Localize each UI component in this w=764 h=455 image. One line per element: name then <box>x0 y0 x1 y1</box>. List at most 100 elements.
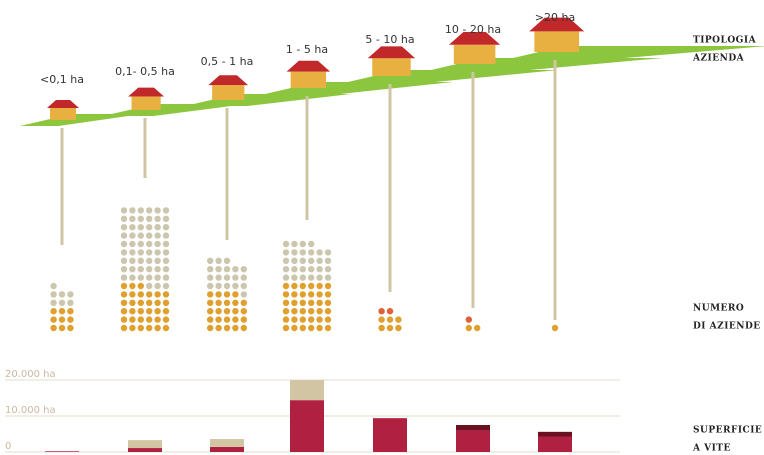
dot <box>121 300 127 306</box>
dot <box>154 232 160 238</box>
side-label: AZIENDA <box>692 54 745 64</box>
dot <box>121 258 127 264</box>
dot <box>121 283 127 289</box>
dot <box>146 266 152 272</box>
dot <box>50 291 56 297</box>
dot <box>325 291 331 297</box>
dot <box>154 316 160 322</box>
house-roof <box>287 61 331 72</box>
dot <box>121 291 127 297</box>
dot <box>207 308 213 314</box>
dot <box>121 249 127 255</box>
dot <box>300 316 306 322</box>
dot <box>129 216 135 222</box>
dot <box>138 316 144 322</box>
dot <box>129 249 135 255</box>
dot <box>138 249 144 255</box>
dot <box>224 274 230 280</box>
category-label: >20 ha <box>535 11 575 24</box>
dot <box>146 291 152 297</box>
dot <box>138 266 144 272</box>
dot <box>325 325 331 331</box>
dot <box>67 316 73 322</box>
dot <box>241 325 247 331</box>
dot <box>138 325 144 331</box>
dot <box>138 300 144 306</box>
dot <box>316 316 322 322</box>
dot <box>138 207 144 213</box>
dot <box>207 266 213 272</box>
dot <box>154 258 160 264</box>
dot <box>154 274 160 280</box>
dot <box>163 232 169 238</box>
dot <box>300 258 306 264</box>
dot <box>232 266 238 272</box>
dot <box>378 316 384 322</box>
dot <box>138 283 144 289</box>
dot <box>59 300 65 306</box>
dot <box>291 291 297 297</box>
dot <box>163 291 169 297</box>
dot <box>283 325 289 331</box>
dot <box>308 308 314 314</box>
dot <box>224 283 230 289</box>
dot <box>146 249 152 255</box>
house-wall <box>534 31 579 52</box>
dot <box>283 266 289 272</box>
dot <box>291 316 297 322</box>
dot <box>50 308 56 314</box>
dot <box>474 325 480 331</box>
dot <box>316 325 322 331</box>
dot <box>146 316 152 322</box>
dot <box>121 241 127 247</box>
dot <box>224 300 230 306</box>
dot <box>241 266 247 272</box>
dot <box>146 241 152 247</box>
dot <box>50 300 56 306</box>
dot <box>300 291 306 297</box>
dot <box>50 325 56 331</box>
dot-group <box>50 283 73 306</box>
dot <box>215 316 221 322</box>
dot <box>387 325 393 331</box>
dot <box>283 241 289 247</box>
bar-segment <box>210 439 244 447</box>
dot <box>300 300 306 306</box>
dot <box>215 274 221 280</box>
dot <box>325 316 331 322</box>
dot <box>207 325 213 331</box>
dot <box>300 325 306 331</box>
dot <box>207 291 213 297</box>
dot <box>50 316 56 322</box>
dot <box>163 325 169 331</box>
dot-group <box>378 316 401 331</box>
bar-segment <box>456 425 490 430</box>
dot <box>67 291 73 297</box>
dot <box>59 316 65 322</box>
dot-group <box>466 316 472 322</box>
dot <box>232 291 238 297</box>
dot <box>129 325 135 331</box>
category-label: 0,1- 0,5 ha <box>115 65 175 78</box>
dot <box>163 283 169 289</box>
dot <box>552 325 558 331</box>
dot <box>325 300 331 306</box>
category-label: 10 - 20 ha <box>445 23 501 36</box>
dot <box>241 283 247 289</box>
dot <box>163 300 169 306</box>
dot <box>300 274 306 280</box>
dot <box>283 283 289 289</box>
dot <box>224 308 230 314</box>
bar-segment <box>373 418 407 452</box>
dot <box>308 274 314 280</box>
dot <box>224 316 230 322</box>
category-label: 0,5 - 1 ha <box>201 55 254 68</box>
dot-group <box>283 283 331 331</box>
dot-group <box>552 325 558 331</box>
dot <box>291 241 297 247</box>
dot <box>325 249 331 255</box>
dot <box>146 258 152 264</box>
dot <box>129 274 135 280</box>
dot <box>291 258 297 264</box>
dot <box>154 325 160 331</box>
